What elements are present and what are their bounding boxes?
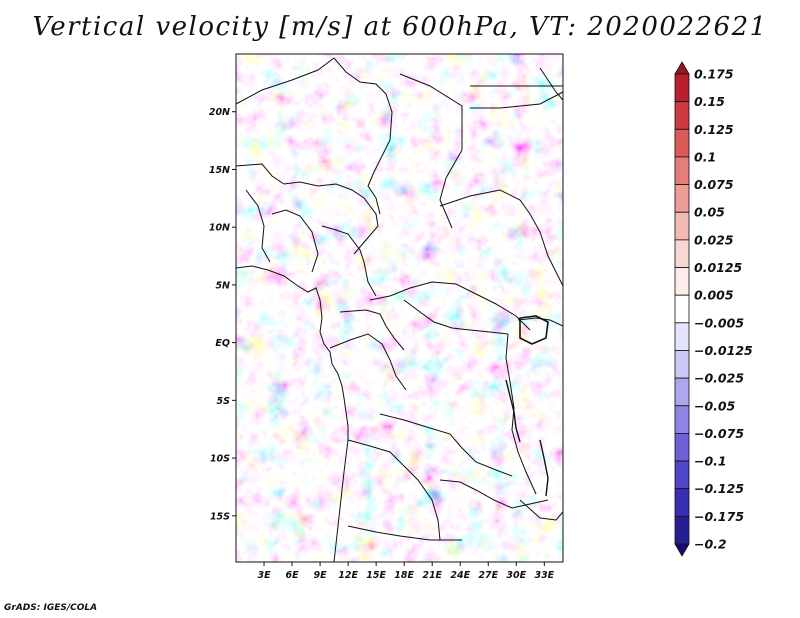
coast-red-sea <box>539 67 563 101</box>
border-north-3 <box>399 73 463 229</box>
lat-tick-label: 15N <box>209 165 230 176</box>
colorbar-label: 0.15 <box>694 94 725 109</box>
colorbar-label: −0.175 <box>694 509 744 524</box>
colorbar-label: −0.005 <box>694 315 744 330</box>
border-drc-north <box>403 299 509 335</box>
colorbar-label: 0.1 <box>694 149 716 164</box>
longitude-axis: 3E 6E 9E 12E 15E 18E 21E 24E 27E 30E 33E <box>257 562 555 581</box>
border-north-1 <box>236 57 393 215</box>
border-drc-east <box>505 333 537 495</box>
colorbar-swatch <box>674 184 690 213</box>
border-nigeria <box>321 225 377 297</box>
colorbar-label: 0.075 <box>694 177 734 192</box>
colorbar-swatch <box>674 350 690 379</box>
lat-tick-label: 20N <box>209 107 230 118</box>
colorbar-label: 0.005 <box>694 288 734 303</box>
colorbar-label: 0.175 <box>694 67 734 82</box>
colorbar-label: 0.0125 <box>694 260 743 275</box>
border-congo <box>329 333 407 391</box>
coastline-west-africa <box>236 265 349 562</box>
lat-tick-label: 15S <box>210 511 230 522</box>
colorbar: 0.175 0.15 0.125 0.1 0.075 0.05 0.025 0.0125 0.0… <box>674 61 753 557</box>
lat-tick-label: EQ <box>215 338 230 349</box>
lon-tick-label: 27E <box>478 570 498 581</box>
lon-tick-label: 21E <box>422 570 442 581</box>
border-west-2 <box>271 209 319 273</box>
colorbar-label: −0.2 <box>694 537 727 552</box>
colorbar-swatch <box>674 239 690 268</box>
colorbar-swatch <box>674 128 690 158</box>
border-chad-sudan <box>439 189 563 287</box>
lake-tanganyika <box>505 379 521 443</box>
colorbar-swatch <box>674 267 690 296</box>
colorbar-label: −0.025 <box>694 371 744 386</box>
border-car <box>369 281 531 331</box>
colorbar-swatch <box>674 322 690 351</box>
colorbar-label: 0.05 <box>694 205 725 220</box>
colorbar-swatch <box>674 515 690 545</box>
colorbar-swatch <box>674 156 690 185</box>
lon-tick-label: 6E <box>286 570 300 581</box>
colorbar-swatch <box>674 211 690 241</box>
colorbar-label: 0.025 <box>694 232 734 247</box>
lon-tick-label: 15E <box>366 570 386 581</box>
border-cameroon <box>339 309 405 351</box>
border-zambia <box>439 479 549 509</box>
colorbar-label: 0.125 <box>694 122 734 137</box>
colorbar-label: −0.0125 <box>694 343 753 358</box>
map-title: Vertical velocity [m/s] at 600hPa, VT: 2… <box>32 12 768 42</box>
border-angola <box>347 439 441 541</box>
border-mozambique <box>519 499 563 521</box>
colorbar-swatch <box>674 101 690 130</box>
colorbar-label: −0.125 <box>694 481 744 496</box>
lon-tick-label: 24E <box>450 570 470 581</box>
map-frame <box>235 53 564 563</box>
lon-tick-label: 12E <box>338 570 358 581</box>
lake-victoria <box>519 315 549 345</box>
colorbar-swatch <box>674 460 690 490</box>
lon-tick-label: 33E <box>534 570 554 581</box>
border-west-1 <box>245 189 271 263</box>
country-borders <box>236 57 563 562</box>
border-north-2 <box>236 163 379 255</box>
lat-tick-label: 10N <box>209 223 230 234</box>
lon-tick-label: 3E <box>257 570 271 581</box>
lon-tick-label: 9E <box>314 570 328 581</box>
colorbar-swatch <box>674 73 690 103</box>
lake-malawi <box>539 439 549 497</box>
colorbar-swatch <box>674 543 690 557</box>
velocity-field <box>236 54 563 562</box>
colorbar-swatch <box>674 433 690 462</box>
border-drc-south <box>379 413 513 477</box>
colorbar-label: −0.05 <box>694 398 736 413</box>
colorbar-swatch <box>674 61 690 75</box>
colorbar-label: −0.1 <box>694 454 727 469</box>
border-sudan <box>470 91 563 109</box>
grads-credit: GrADS: IGES/COLA <box>4 603 98 613</box>
lat-tick-label: 5N <box>215 280 230 291</box>
colorbar-swatch <box>674 294 690 324</box>
colorbar-swatch <box>674 405 690 434</box>
lat-tick-label: 5S <box>217 396 231 407</box>
colorbar-label: −0.075 <box>694 426 744 441</box>
lon-tick-label: 30E <box>506 570 526 581</box>
border-angola-south <box>347 525 462 541</box>
latitude-axis: 20N 15N 10N 5N EQ 5S 10S 15S <box>209 107 236 522</box>
lon-tick-label: 18E <box>394 570 414 581</box>
colorbar-swatch <box>674 377 690 407</box>
lat-tick-label: 10S <box>210 454 230 465</box>
colorbar-swatch <box>674 488 690 517</box>
